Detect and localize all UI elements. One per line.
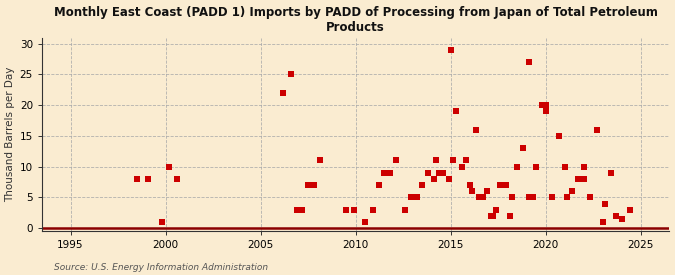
- Point: [474, 195, 485, 200]
- Point: [132, 177, 142, 181]
- Point: [567, 189, 578, 193]
- Point: [518, 146, 529, 150]
- Point: [341, 207, 352, 212]
- Point: [314, 158, 325, 163]
- Point: [379, 170, 389, 175]
- Point: [278, 91, 289, 95]
- Point: [584, 195, 595, 200]
- Point: [478, 195, 489, 200]
- Point: [546, 195, 557, 200]
- Point: [523, 195, 534, 200]
- Point: [624, 207, 635, 212]
- Point: [430, 158, 441, 163]
- Y-axis label: Thousand Barrels per Day: Thousand Barrels per Day: [5, 67, 16, 202]
- Point: [428, 177, 439, 181]
- Point: [457, 164, 468, 169]
- Point: [417, 183, 428, 187]
- Point: [464, 183, 475, 187]
- Point: [470, 128, 481, 132]
- Point: [573, 177, 584, 181]
- Point: [171, 177, 182, 181]
- Point: [411, 195, 422, 200]
- Point: [599, 201, 610, 206]
- Point: [400, 207, 410, 212]
- Title: Monthly East Coast (PADD 1) Imports by PADD of Processing from Japan of Total Pe: Monthly East Coast (PADD 1) Imports by P…: [54, 6, 657, 34]
- Point: [157, 220, 167, 224]
- Point: [438, 170, 449, 175]
- Point: [562, 195, 572, 200]
- Point: [523, 60, 534, 64]
- Point: [303, 183, 314, 187]
- Point: [451, 109, 462, 114]
- Point: [527, 195, 538, 200]
- Point: [367, 207, 378, 212]
- Point: [308, 183, 319, 187]
- Point: [531, 164, 542, 169]
- Point: [578, 164, 589, 169]
- Point: [434, 170, 445, 175]
- Point: [611, 214, 622, 218]
- Point: [512, 164, 522, 169]
- Point: [385, 170, 396, 175]
- Point: [446, 48, 456, 52]
- Point: [504, 214, 515, 218]
- Point: [406, 195, 416, 200]
- Point: [443, 177, 454, 181]
- Point: [495, 183, 506, 187]
- Point: [554, 134, 564, 138]
- Text: Source: U.S. Energy Information Administration: Source: U.S. Energy Information Administ…: [54, 263, 268, 272]
- Point: [297, 207, 308, 212]
- Point: [487, 214, 498, 218]
- Point: [541, 109, 551, 114]
- Point: [537, 103, 547, 107]
- Point: [460, 158, 471, 163]
- Point: [578, 177, 589, 181]
- Point: [423, 170, 433, 175]
- Point: [485, 214, 496, 218]
- Point: [348, 207, 359, 212]
- Point: [501, 183, 512, 187]
- Point: [481, 189, 492, 193]
- Point: [491, 207, 502, 212]
- Point: [373, 183, 384, 187]
- Point: [560, 164, 570, 169]
- Point: [143, 177, 154, 181]
- Point: [605, 170, 616, 175]
- Point: [541, 103, 551, 107]
- Point: [286, 72, 296, 77]
- Point: [390, 158, 401, 163]
- Point: [592, 128, 603, 132]
- Point: [448, 158, 458, 163]
- Point: [292, 207, 302, 212]
- Point: [466, 189, 477, 193]
- Point: [506, 195, 517, 200]
- Point: [616, 217, 627, 221]
- Point: [597, 220, 608, 224]
- Point: [360, 220, 371, 224]
- Point: [164, 164, 175, 169]
